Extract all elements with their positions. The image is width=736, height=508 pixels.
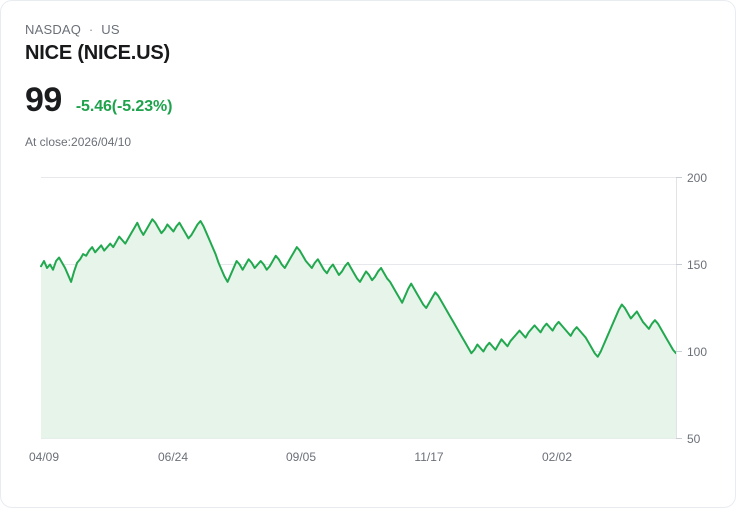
series-line — [40, 218, 677, 358]
y-tick-label-2: 100 — [687, 345, 707, 359]
y-tick-label-3: 50 — [687, 432, 701, 446]
chart-series-group — [40, 218, 677, 439]
page-title: NICE (NICE.US) — [25, 42, 170, 64]
y-axis-ticks: 200 150 100 50 — [676, 171, 707, 446]
x-tick-label-2: 09/05 — [286, 450, 316, 464]
y-tick-label-0: 200 — [687, 171, 707, 185]
x-tick-label-3: 11/17 — [414, 450, 443, 464]
market-status: At close:2026/04/10 — [25, 135, 132, 149]
price-value: 99 — [25, 81, 62, 119]
price-chart-svg[interactable]: 200 150 100 50 04/09 06/24 09/05 11/17 0… — [1, 161, 736, 471]
separator-dot: · — [88, 22, 94, 37]
quote-header: NASDAQ · US NICE (NICE.US) 99 -5.46(-5.2… — [25, 21, 711, 150]
x-tick-label-4: 02/02 — [542, 450, 572, 464]
series-area — [41, 219, 676, 439]
x-axis-ticks: 04/09 06/24 09/05 11/17 02/02 — [29, 450, 572, 464]
region-label: US — [101, 22, 120, 37]
exchange-region-line: NASDAQ · US — [25, 21, 711, 38]
exchange-label: NASDAQ — [25, 22, 82, 37]
price-chart[interactable]: 200 150 100 50 04/09 06/24 09/05 11/17 0… — [1, 161, 736, 471]
y-tick-label-1: 150 — [687, 258, 707, 272]
price-row: 99 -5.46(-5.23%) — [25, 80, 711, 120]
x-tick-label-0: 04/09 — [29, 450, 59, 464]
x-tick-label-1: 06/24 — [158, 450, 188, 464]
price-change: -5.46(-5.23%) — [75, 98, 173, 115]
